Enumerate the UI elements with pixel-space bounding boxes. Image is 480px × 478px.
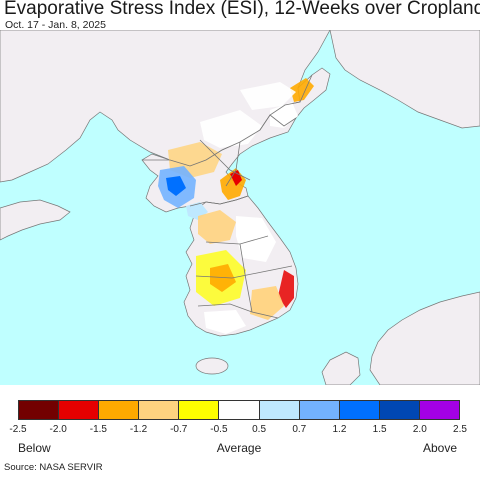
esi-map: [0, 30, 480, 385]
legend-tick-label: -1.2: [129, 424, 148, 435]
japan-landmass: [369, 291, 480, 385]
patch-sk-southeast-orange: [250, 286, 284, 320]
legend-swatch-2: [99, 401, 140, 419]
map-canvas: [0, 30, 480, 385]
legend-swatch-5: [219, 401, 260, 419]
russia-landmass: [329, 30, 480, 129]
legend-ticks: -2.5 -2.0 -1.5 -1.2 -0.7 -0.5 0.5 0.7 1.2 1.5 2.0 2…: [0, 424, 480, 438]
shandong-landmass: [0, 199, 71, 241]
legend-swatch-1: [59, 401, 100, 419]
nk-province-1: [199, 139, 251, 181]
legend-swatch-9: [379, 401, 420, 419]
legend-swatch-3: [139, 401, 180, 419]
source-note: Source: NASA SERVIR: [4, 462, 103, 473]
legend-tick-label: -2.0: [49, 424, 67, 435]
patch-sk-northwest-yellow: [198, 210, 236, 244]
legend-above-label: Above: [422, 441, 457, 455]
patch-sk-east-red: [278, 270, 294, 308]
legend-tick-label: 0.5: [252, 424, 267, 435]
patch-nk-east-red: [230, 170, 242, 186]
legend-tick-label: -0.7: [170, 424, 188, 435]
dmz-border: [189, 195, 249, 207]
sk-province-4: [197, 303, 279, 319]
legend-average-label: Average: [216, 441, 262, 455]
map-title: Evaporative Stress Index (ESI), 12-Weeks…: [4, 0, 480, 19]
jeju-island: [195, 357, 229, 375]
patch-blue-dark: [166, 176, 186, 196]
legend-tick-label: -0.5: [210, 424, 228, 435]
borders: [142, 74, 313, 319]
nk-province-2: [225, 141, 241, 187]
patch-sk-southwest-orange: [210, 264, 236, 292]
patch-sk-central-white: [236, 216, 276, 262]
legend-swatch-10: [419, 401, 460, 419]
legend-swatch-0: [19, 401, 60, 419]
date-range: Oct. 17 - Jan. 8, 2025: [5, 19, 106, 31]
legend-tick-label: -1.5: [89, 424, 107, 435]
legend-colorbar: [18, 400, 460, 420]
nk-province-3: [269, 114, 297, 127]
legend-tick-label: -2.5: [9, 424, 27, 435]
legend-tick-label: 0.7: [292, 424, 307, 435]
legend-swatch-7: [299, 401, 340, 419]
sk-province-3: [239, 243, 253, 313]
legend-tick-label: 1.5: [372, 424, 387, 435]
sk-province-2: [195, 265, 293, 279]
legend-swatch-6: [259, 401, 300, 419]
legend-tick-label: 1.2: [332, 424, 347, 435]
legend-below-label: Below: [18, 441, 51, 455]
legend-swatch-8: [339, 401, 380, 419]
legend-tick-label: 2.5: [453, 424, 467, 435]
patch-nk-north-white: [240, 82, 296, 110]
patch-sk-south-white: [204, 310, 246, 334]
legend-tick-label: 2.0: [412, 424, 427, 435]
legend-swatch-4: [179, 401, 220, 419]
japan-kyushu: [321, 351, 361, 385]
